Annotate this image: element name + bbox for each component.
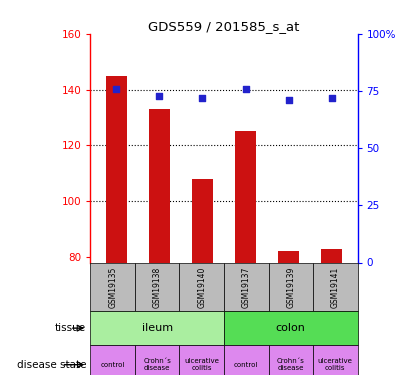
Bar: [106, 76, 127, 262]
Text: colon: colon: [276, 323, 306, 333]
Bar: [278, 251, 299, 262]
Text: ulcerative
colitis: ulcerative colitis: [318, 358, 353, 371]
Bar: [192, 179, 213, 262]
Bar: [235, 131, 256, 262]
Text: Crohn´s
disease: Crohn´s disease: [277, 358, 305, 371]
Text: control: control: [101, 362, 125, 368]
Text: ulcerative
colitis: ulcerative colitis: [184, 358, 219, 371]
Text: GSM19141: GSM19141: [331, 266, 340, 308]
Text: GSM19135: GSM19135: [108, 266, 117, 308]
Point: [242, 86, 249, 92]
Text: GSM19137: GSM19137: [242, 266, 251, 308]
Title: GDS559 / 201585_s_at: GDS559 / 201585_s_at: [148, 20, 300, 33]
Point: [328, 95, 335, 101]
Text: tissue: tissue: [55, 323, 86, 333]
Bar: [321, 249, 342, 262]
Point: [156, 93, 163, 99]
Text: ileum: ileum: [142, 323, 173, 333]
Point: [113, 86, 120, 92]
Bar: [149, 109, 170, 262]
Point: [199, 95, 206, 101]
Text: control: control: [234, 362, 259, 368]
Text: disease state: disease state: [17, 360, 86, 370]
Text: GSM19139: GSM19139: [286, 266, 295, 308]
Text: GSM19140: GSM19140: [197, 266, 206, 308]
Text: Crohn´s
disease: Crohn´s disease: [143, 358, 171, 371]
Text: GSM19138: GSM19138: [153, 266, 162, 308]
Point: [285, 97, 292, 103]
